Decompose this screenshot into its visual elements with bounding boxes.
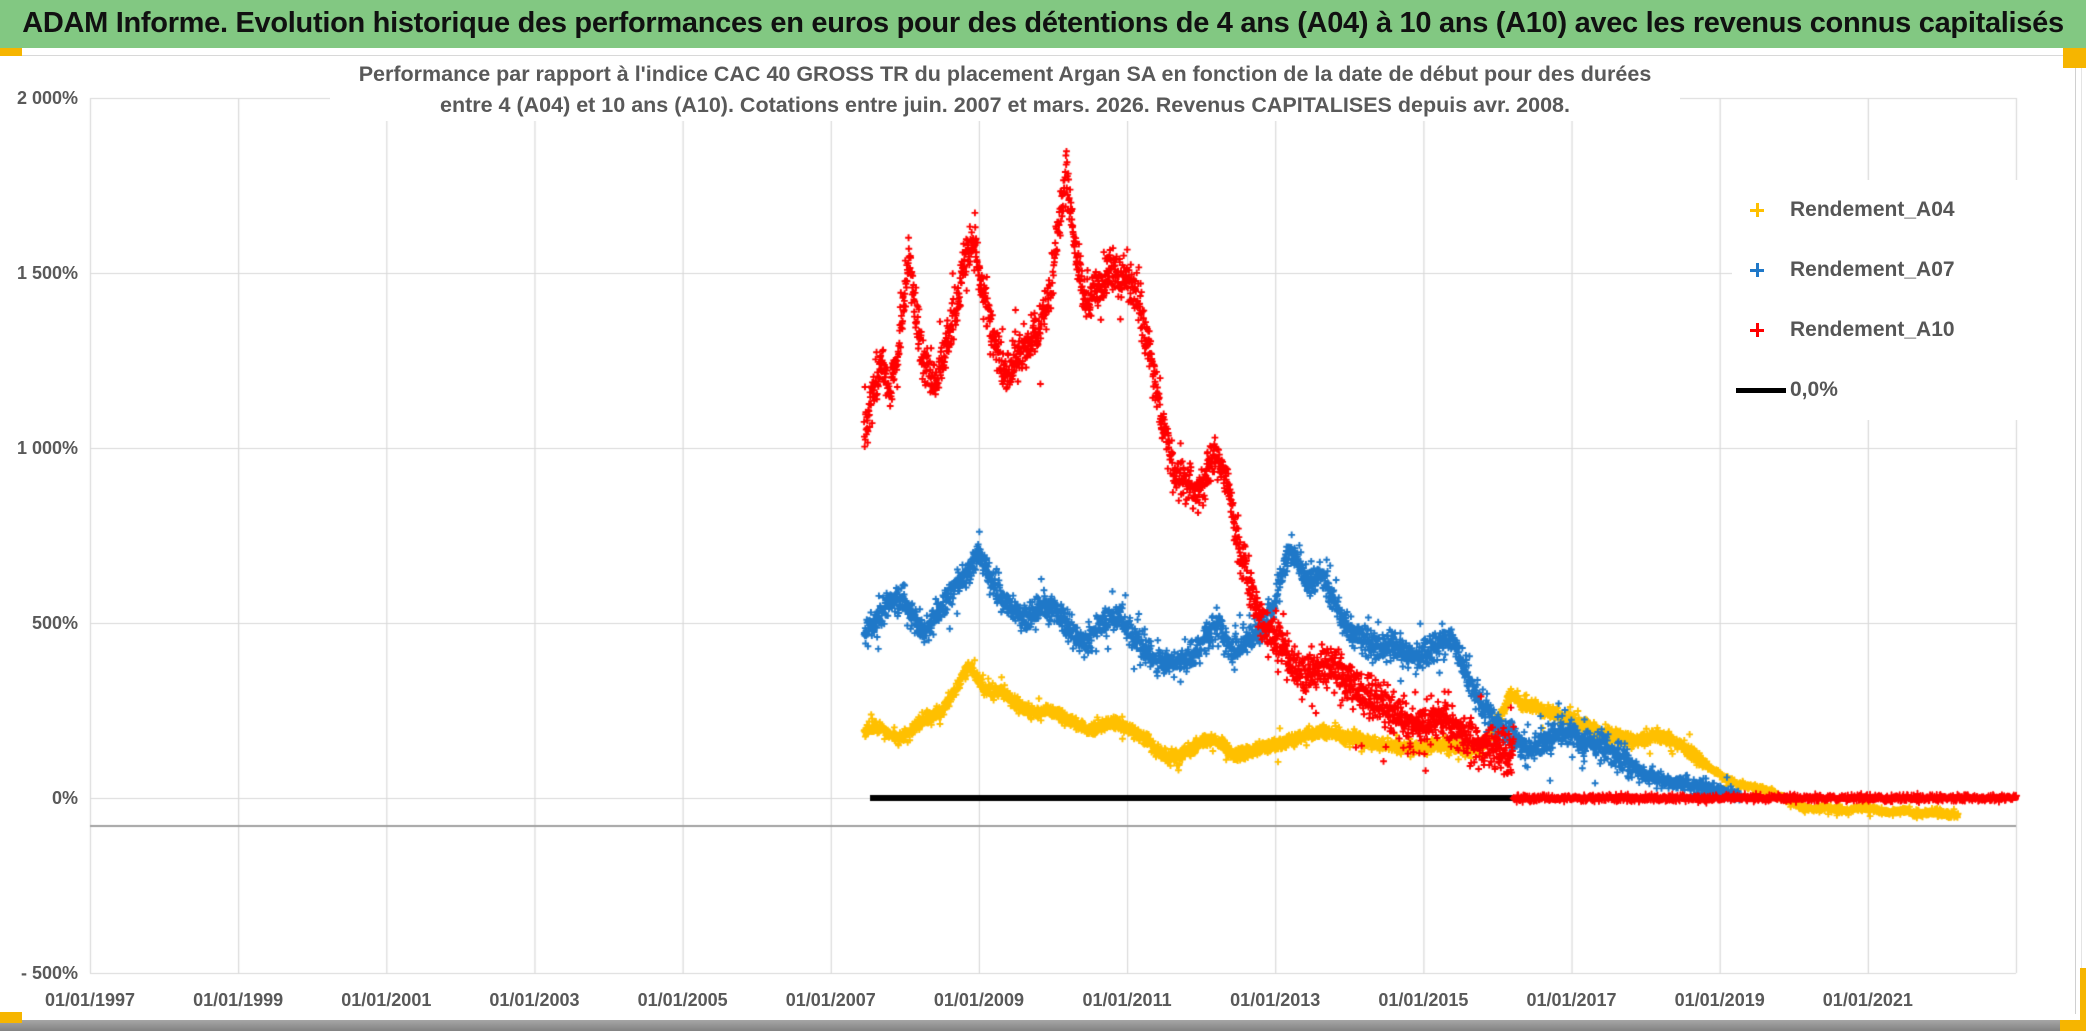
sheet-title-text: ADAM Informe. Evolution historique des p… [22,7,2064,39]
worksheet-row-divider [0,55,2086,56]
orange-accent-top-right [2063,48,2086,68]
x-axis-label[interactable]: 01/01/2013 [1230,990,1321,1010]
chart-title-line2: entre 4 (A04) et 10 ans (A10). Cotations… [440,93,1570,117]
x-axis-label[interactable]: 01/01/2007 [785,990,876,1010]
plus-marker-icon [1750,263,1764,277]
legend-item-label: 0,0% [1790,378,1838,401]
legend-item[interactable]: Rendement_A10 [1732,301,2066,360]
orange-accent-bottom-left [0,1012,22,1023]
sheet-title-bar[interactable]: ADAM Informe. Evolution historique des p… [0,0,2086,48]
x-axis-label[interactable]: 01/01/2017 [1526,990,1617,1010]
x-axis-label[interactable]: 01/01/2019 [1674,990,1765,1010]
y-axis-label[interactable]: 1 500% [16,263,78,283]
plus-marker-icon [1750,203,1764,217]
chart-border-right-outer [2081,56,2082,1014]
chart-border-right [2075,56,2076,1014]
chart-title[interactable]: Performance par rapport à l'indice CAC 4… [330,59,1680,121]
y-axis-label[interactable]: - 500% [20,963,78,983]
chart-legend[interactable]: Rendement_A04 Rendement_A07 Rendement_A10 0… [1732,180,2066,420]
legend-item-label: Rendement_A04 [1790,198,1955,221]
legend-item[interactable]: 0,0% [1732,361,2066,420]
legend-item[interactable]: Rendement_A07 [1732,241,2066,300]
legend-item-label: Rendement_A10 [1790,318,1955,341]
orange-accent-top-left [0,48,22,56]
x-axis-label[interactable]: 01/01/2009 [933,990,1024,1010]
line-marker-icon [1736,387,1786,393]
x-axis-label[interactable]: 01/01/1997 [44,990,136,1010]
plus-marker-icon [1750,323,1764,337]
chart-title-line1: Performance par rapport à l'indice CAC 4… [358,62,1652,86]
x-axis-label[interactable]: 01/01/2021 [1822,990,1913,1010]
x-axis-label[interactable]: 01/01/2011 [1082,990,1172,1010]
legend-item-label: Rendement_A07 [1790,258,1955,281]
y-axis-label[interactable]: 1 000% [16,438,78,458]
x-axis-label[interactable]: 01/01/2003 [489,990,580,1010]
legend-item[interactable]: Rendement_A04 [1732,181,2066,240]
x-axis-label[interactable]: 01/01/2001 [341,990,432,1010]
orange-accent-right-strip [2080,968,2086,1031]
x-axis-label[interactable]: 01/01/1999 [193,990,284,1010]
orange-accent-bottom-right [2060,1020,2086,1031]
y-axis-label[interactable]: 0% [51,788,78,808]
y-axis-label[interactable]: 2 000% [16,88,78,108]
y-axis-label[interactable]: 500% [31,613,78,633]
bottom-window-bar [0,1020,2060,1031]
x-axis-label[interactable]: 01/01/2015 [1378,990,1469,1010]
x-axis-label[interactable]: 01/01/2005 [637,990,728,1010]
